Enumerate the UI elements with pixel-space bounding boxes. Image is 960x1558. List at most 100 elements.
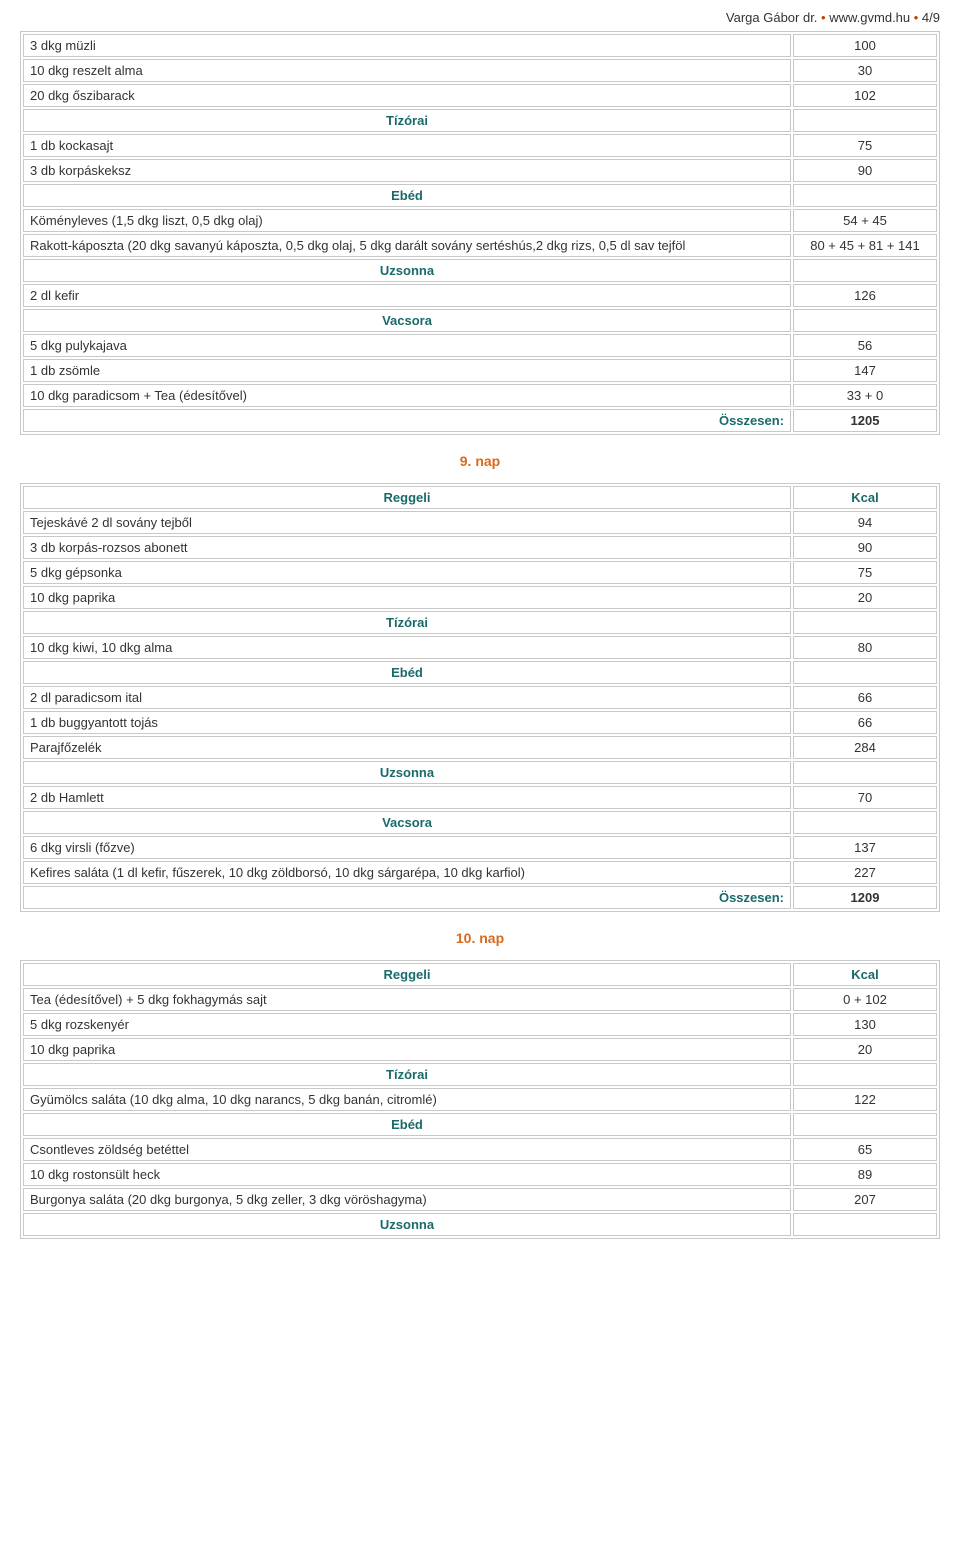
table-row: 3 db korpáskeksz90 <box>23 159 937 182</box>
table-row: Vacsora <box>23 309 937 332</box>
item-value: 90 <box>793 536 937 559</box>
item-label: 10 dkg paprika <box>23 586 791 609</box>
table-row: 10 dkg reszelt alma30 <box>23 59 937 82</box>
table-row: 2 dl paradicsom ital66 <box>23 686 937 709</box>
table-row: Összesen:1209 <box>23 886 937 909</box>
section-empty-cell <box>793 109 937 132</box>
table-row: 10 dkg paprika20 <box>23 586 937 609</box>
item-value: 80 + 45 + 81 + 141 <box>793 234 937 257</box>
section-empty-cell <box>793 761 937 784</box>
item-value: 207 <box>793 1188 937 1211</box>
item-value: 94 <box>793 511 937 534</box>
section-empty-cell <box>793 1213 937 1236</box>
table-row: Ebéd <box>23 1113 937 1136</box>
table-row: 1 db zsömle147 <box>23 359 937 382</box>
section-header: Vacsora <box>23 309 791 332</box>
table-row: ReggeliKcal <box>23 486 937 509</box>
section-empty-cell <box>793 184 937 207</box>
item-label: 1 db buggyantott tojás <box>23 711 791 734</box>
item-label: Gyümölcs saláta (10 dkg alma, 10 dkg nar… <box>23 1088 791 1111</box>
item-value: 102 <box>793 84 937 107</box>
table-row: Tea (édesítővel) + 5 dkg fokhagymás sajt… <box>23 988 937 1011</box>
table-row: 1 db kockasajt75 <box>23 134 937 157</box>
item-value: 100 <box>793 34 937 57</box>
item-label: 2 dl paradicsom ital <box>23 686 791 709</box>
table-row: Burgonya saláta (20 dkg burgonya, 5 dkg … <box>23 1188 937 1211</box>
table-row: 10 dkg paprika20 <box>23 1038 937 1061</box>
item-value: 227 <box>793 861 937 884</box>
table-row: Összesen:1205 <box>23 409 937 432</box>
item-value: 20 <box>793 1038 937 1061</box>
table-row: 2 dl kefir126 <box>23 284 937 307</box>
table-row: Rakott-káposzta (20 dkg savanyú káposzta… <box>23 234 937 257</box>
table-row: Ebéd <box>23 184 937 207</box>
header-separator: • <box>817 10 829 25</box>
total-value: 1205 <box>793 409 937 432</box>
item-value: 66 <box>793 711 937 734</box>
item-value: 284 <box>793 736 937 759</box>
item-label: 1 db zsömle <box>23 359 791 382</box>
item-label: Kefires saláta (1 dl kefir, fűszerek, 10… <box>23 861 791 884</box>
table-row: 10 dkg paradicsom + Tea (édesítővel)33 +… <box>23 384 937 407</box>
item-label: 10 dkg kiwi, 10 dkg alma <box>23 636 791 659</box>
item-label: Tejeskávé 2 dl sovány tejből <box>23 511 791 534</box>
table-row: Köményleves (1,5 dkg liszt, 0,5 dkg olaj… <box>23 209 937 232</box>
table-row: Tízórai <box>23 611 937 634</box>
item-label: 5 dkg rozskenyér <box>23 1013 791 1036</box>
table-row: 10 dkg kiwi, 10 dkg alma80 <box>23 636 937 659</box>
item-value: 66 <box>793 686 937 709</box>
item-value: 20 <box>793 586 937 609</box>
item-value: 0 + 102 <box>793 988 937 1011</box>
table-row: 20 dkg őszibarack102 <box>23 84 937 107</box>
section-empty-cell <box>793 661 937 684</box>
table-row: ReggeliKcal <box>23 963 937 986</box>
table-row: Ebéd <box>23 661 937 684</box>
item-value: 70 <box>793 786 937 809</box>
item-label: 20 dkg őszibarack <box>23 84 791 107</box>
meal-table: ReggeliKcalTejeskávé 2 dl sovány tejből9… <box>20 483 940 912</box>
table-row: Parajfőzelék284 <box>23 736 937 759</box>
item-label: 3 db korpáskeksz <box>23 159 791 182</box>
table-row: 6 dkg virsli (főzve)137 <box>23 836 937 859</box>
table-row: Kefires saláta (1 dl kefir, fűszerek, 10… <box>23 861 937 884</box>
item-label: 6 dkg virsli (főzve) <box>23 836 791 859</box>
item-value: 75 <box>793 134 937 157</box>
item-label: Tea (édesítővel) + 5 dkg fokhagymás sajt <box>23 988 791 1011</box>
total-label: Összesen: <box>23 409 791 432</box>
table-row: Tejeskávé 2 dl sovány tejből94 <box>23 511 937 534</box>
column-header-value: Kcal <box>793 486 937 509</box>
item-label: 5 dkg gépsonka <box>23 561 791 584</box>
day-heading: 10. nap <box>20 930 940 946</box>
section-header: Vacsora <box>23 811 791 834</box>
item-value: 33 + 0 <box>793 384 937 407</box>
day-heading: 9. nap <box>20 453 940 469</box>
item-label: Csontleves zöldség betéttel <box>23 1138 791 1161</box>
section-empty-cell <box>793 811 937 834</box>
column-header-label: Reggeli <box>23 963 791 986</box>
item-value: 89 <box>793 1163 937 1186</box>
header-page: 4/9 <box>922 10 940 25</box>
total-value: 1209 <box>793 886 937 909</box>
meal-table: 3 dkg müzli10010 dkg reszelt alma3020 dk… <box>20 31 940 435</box>
item-value: 80 <box>793 636 937 659</box>
table-row: 3 db korpás-rozsos abonett90 <box>23 536 937 559</box>
item-value: 75 <box>793 561 937 584</box>
table-row: Gyümölcs saláta (10 dkg alma, 10 dkg nar… <box>23 1088 937 1111</box>
header-author: Varga Gábor dr. <box>726 10 818 25</box>
item-label: 1 db kockasajt <box>23 134 791 157</box>
section-empty-cell <box>793 309 937 332</box>
section-header: Ebéd <box>23 1113 791 1136</box>
item-value: 137 <box>793 836 937 859</box>
section-header: Uzsonna <box>23 761 791 784</box>
table-row: 5 dkg gépsonka75 <box>23 561 937 584</box>
item-label: Rakott-káposzta (20 dkg savanyú káposzta… <box>23 234 791 257</box>
table-row: 3 dkg müzli100 <box>23 34 937 57</box>
item-label: Burgonya saláta (20 dkg burgonya, 5 dkg … <box>23 1188 791 1211</box>
page-header: Varga Gábor dr. • www.gvmd.hu • 4/9 <box>20 10 940 25</box>
item-value: 30 <box>793 59 937 82</box>
item-value: 147 <box>793 359 937 382</box>
item-label: Köményleves (1,5 dkg liszt, 0,5 dkg olaj… <box>23 209 791 232</box>
item-label: 3 db korpás-rozsos abonett <box>23 536 791 559</box>
section-header: Ebéd <box>23 661 791 684</box>
table-row: Tízórai <box>23 1063 937 1086</box>
